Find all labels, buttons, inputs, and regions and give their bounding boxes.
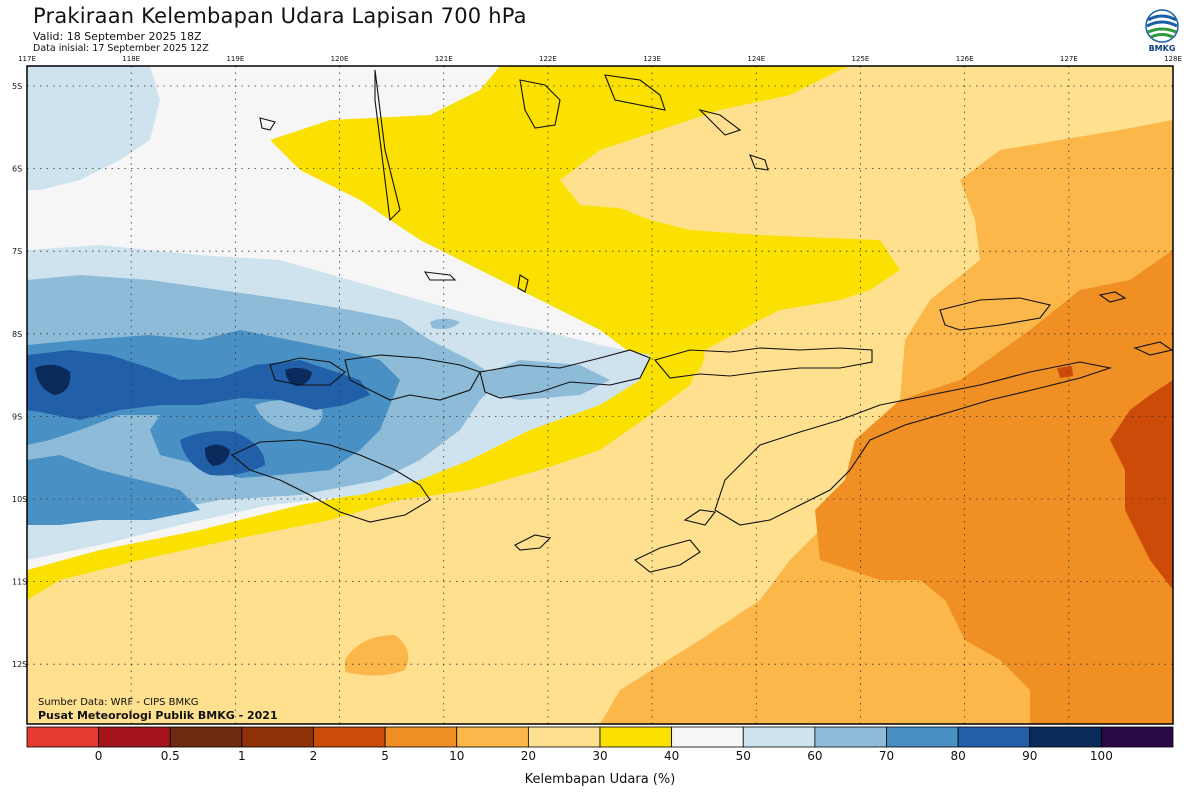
field-light-hole (255, 400, 323, 432)
legend-label: 0.5 (161, 749, 180, 763)
lat-label: 8S (12, 330, 22, 339)
initial-time: Data inisial: 17 September 2025 12Z (33, 43, 209, 54)
legend-title: Kelembapan Udara (%) (524, 772, 676, 787)
lon-label: 117E (18, 55, 36, 63)
legend-label: 30 (592, 749, 607, 763)
bmkg-logo-icon: BMKG (1142, 8, 1182, 58)
legend-label: 100 (1090, 749, 1113, 763)
field-light-orange-sw (345, 635, 409, 676)
legend-label: 0 (95, 749, 103, 763)
legend-label: 5 (381, 749, 389, 763)
lon-label: 128E (1164, 55, 1182, 63)
legend-label: 1 (238, 749, 246, 763)
legend-label: 90 (1022, 749, 1037, 763)
legend-swatch (456, 726, 529, 748)
map-title: Prakiraan Kelembapan Udara Lapisan 700 h… (33, 4, 527, 28)
legend-label: 80 (950, 749, 965, 763)
logo-text: BMKG (1148, 44, 1176, 53)
field-mid-blue-south (27, 455, 200, 525)
legend-label: 20 (521, 749, 536, 763)
lat-label: 10S (12, 495, 27, 504)
legend-swatch (814, 726, 887, 748)
legend-swatch (98, 726, 171, 748)
lat-label: 7S (12, 247, 22, 256)
field-navy-lombok (285, 367, 312, 386)
legend-swatch (313, 726, 386, 748)
legend-swatch (169, 726, 243, 748)
legend-label: 40 (664, 749, 679, 763)
lat-label: 11S (12, 578, 27, 587)
lon-label: 125E (852, 55, 870, 63)
legend-label: 50 (736, 749, 751, 763)
lon-label: 122E (539, 55, 557, 63)
legend-swatch (957, 726, 1031, 748)
field-dark-orange-spot (1057, 366, 1073, 378)
field-dark-orange (1110, 380, 1173, 590)
field-dark-blue (27, 350, 370, 420)
field-light-blue-speck (430, 318, 460, 330)
field-navy-south (204, 444, 230, 466)
legend-swatch (599, 726, 673, 748)
lon-label: 123E (643, 55, 661, 63)
lat-label: 12S (12, 660, 27, 669)
longitude-labels: 117E 118E 119E 120E 121E 122E 123E 124E 125E 126E… (18, 55, 1182, 63)
field-very-light-blue (27, 66, 160, 190)
lon-label: 124E (747, 55, 765, 63)
lat-label: 5S (12, 82, 22, 91)
legend-labels: 0 0.5 1 2 5 10 20 30 40 50 60 70 80 90 100 (95, 749, 1113, 763)
legend-swatch (26, 726, 100, 748)
map-frame (26, 65, 1174, 725)
legend-label: 10 (449, 749, 464, 763)
legend-swatch (886, 726, 959, 748)
field-yellow-band (27, 66, 900, 600)
legend-swatch (527, 726, 601, 748)
grid-lines (27, 66, 1173, 724)
field-yellow-patch (660, 353, 705, 380)
lon-label: 126E (956, 55, 974, 63)
field-light-blue-east (480, 360, 610, 400)
lon-label: 118E (122, 55, 140, 63)
legend-label: 70 (879, 749, 894, 763)
legend-swatch (742, 726, 816, 748)
lon-label: 121E (435, 55, 453, 63)
field-pale-orange-island (560, 127, 1000, 240)
humidity-field (27, 66, 1173, 724)
lon-label: 120E (331, 55, 349, 63)
field-navy-west (35, 364, 71, 395)
legend-colorbar (26, 726, 1174, 748)
legend-label: 2 (310, 749, 318, 763)
valid-time: Valid: 18 September 2025 18Z (33, 30, 202, 43)
legend-swatch (671, 726, 744, 748)
legend-swatch (384, 726, 458, 748)
credit-center: Pusat Meteorologi Publik BMKG - 2021 (38, 709, 278, 722)
lat-label: 6S (12, 165, 22, 174)
lat-label: 9S (12, 412, 22, 421)
field-orange (815, 250, 1173, 724)
legend-swatch (1029, 726, 1102, 748)
lon-label: 127E (1060, 55, 1078, 63)
latitude-labels: 5S 6S 7S 8S 9S 10S 11S 12S (12, 82, 27, 669)
legend-swatch (241, 726, 314, 748)
legend-label: 60 (807, 749, 822, 763)
lon-label: 119E (226, 55, 244, 63)
coastlines (230, 69, 1173, 573)
data-source: Sumber Data: WRF - CIPS BMKG (38, 697, 199, 708)
legend-swatch (1100, 726, 1174, 748)
